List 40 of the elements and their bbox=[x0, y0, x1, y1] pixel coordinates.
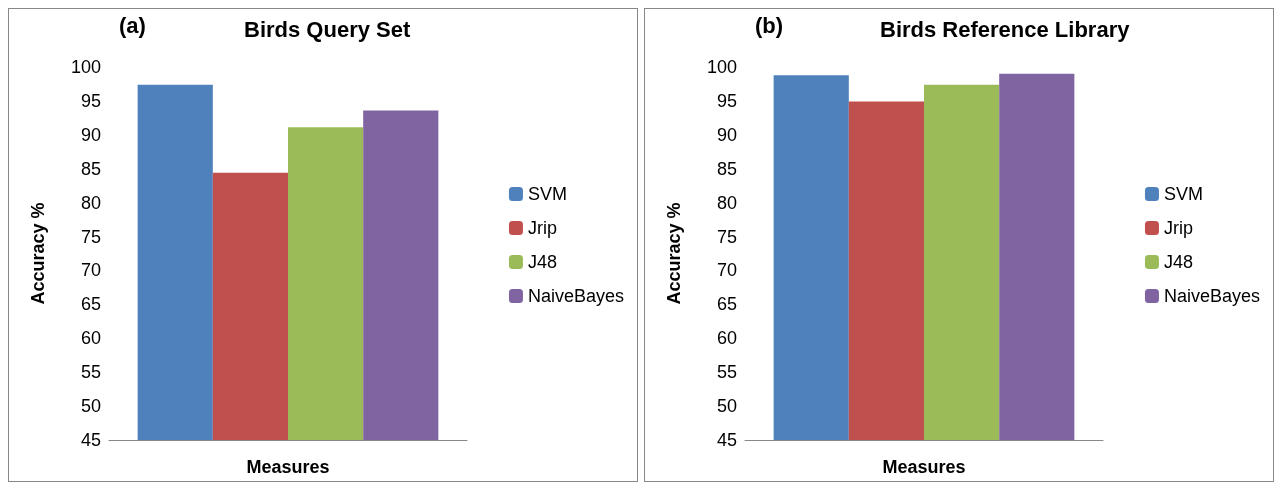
y-tick-label: 75 bbox=[80, 226, 101, 247]
text: (b) bbox=[755, 12, 784, 38]
y-tick-label: 95 bbox=[716, 90, 737, 111]
y-tick-label: 75 bbox=[716, 226, 737, 247]
y-tick-label: 90 bbox=[716, 124, 737, 145]
y-tick-label: 65 bbox=[716, 294, 737, 315]
y-tick-label: 100 bbox=[70, 57, 101, 77]
y-tick-label: 65 bbox=[80, 294, 101, 315]
y-tick-label: 80 bbox=[716, 192, 737, 213]
y-tick-label: 60 bbox=[716, 328, 737, 349]
legend-label: J48 bbox=[527, 252, 557, 272]
y-tick-label: 80 bbox=[80, 192, 101, 213]
chart-title: Birds Reference Library bbox=[880, 16, 1131, 42]
y-tick-label: 70 bbox=[716, 260, 737, 281]
legend-label: Jrip bbox=[1163, 218, 1193, 238]
chart-title: Birds Query Set bbox=[244, 16, 411, 42]
y-axis-title: Accuracy % bbox=[28, 202, 48, 305]
y-tick-label: 50 bbox=[716, 396, 737, 417]
y-tick-label: 90 bbox=[80, 124, 101, 145]
text: (a) bbox=[119, 12, 146, 38]
y-tick-label: 95 bbox=[80, 90, 101, 111]
y-tick-label: 45 bbox=[80, 430, 101, 450]
y-tick-label: 45 bbox=[716, 430, 737, 450]
legend-label: NaiveBayes bbox=[527, 286, 624, 306]
y-tick-label: 60 bbox=[80, 328, 101, 349]
y-axis-title: Accuracy % bbox=[664, 202, 684, 305]
y-tick-label: 100 bbox=[706, 57, 737, 77]
y-tick-label: 55 bbox=[716, 362, 737, 383]
y-tick-label: 50 bbox=[80, 396, 101, 417]
y-tick-label: 85 bbox=[716, 158, 737, 179]
x-axis-title: Measures bbox=[246, 457, 330, 477]
legend-label: SVM bbox=[527, 184, 567, 204]
legend-label: J48 bbox=[1163, 252, 1193, 272]
legend-label: Jrip bbox=[527, 218, 557, 238]
legend-label: NaiveBayes bbox=[1163, 286, 1260, 306]
x-axis-title: Measures bbox=[882, 457, 966, 477]
y-tick-label: 55 bbox=[80, 362, 101, 383]
y-tick-label: 70 bbox=[80, 260, 101, 281]
y-tick-label: 85 bbox=[80, 158, 101, 179]
legend-label: SVM bbox=[1163, 184, 1203, 204]
